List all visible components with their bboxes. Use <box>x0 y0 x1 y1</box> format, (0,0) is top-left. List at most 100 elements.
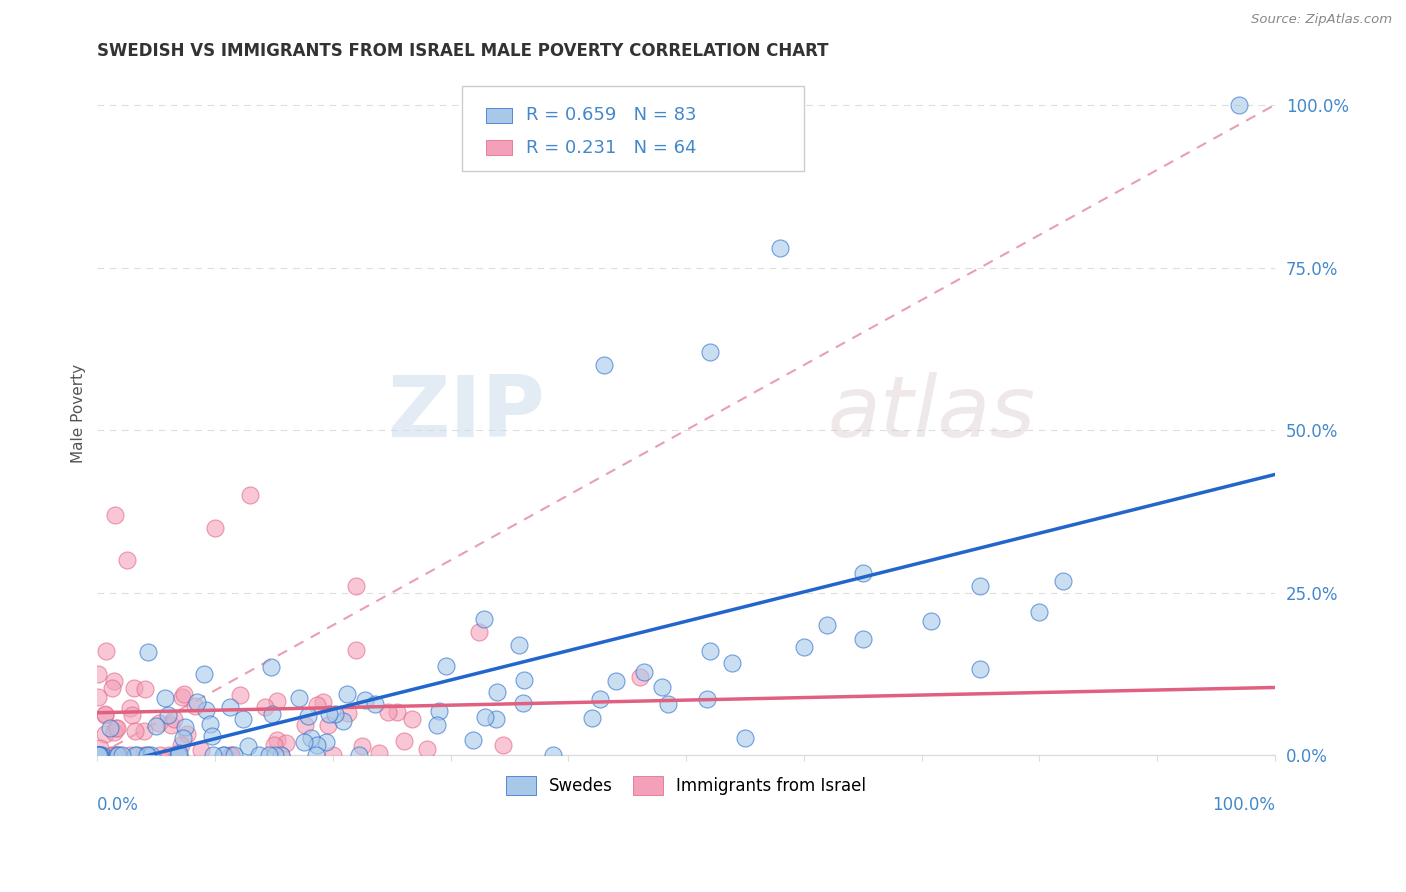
Point <box>124 723 146 738</box>
Point <box>136 748 159 763</box>
Point <box>103 748 125 763</box>
Point <box>173 687 195 701</box>
Bar <box>486 108 512 123</box>
Legend: Swedes, Immigrants from Israel: Swedes, Immigrants from Israel <box>499 769 873 802</box>
Text: atlas: atlas <box>827 372 1035 456</box>
Point <box>121 708 143 723</box>
Point <box>288 691 311 706</box>
Point <box>212 748 235 763</box>
Point <box>86 748 108 763</box>
Point <box>172 690 194 704</box>
Point <box>305 698 328 713</box>
Point <box>108 748 131 763</box>
Point <box>194 703 217 717</box>
Point <box>87 748 110 763</box>
Point <box>89 748 111 763</box>
Point <box>605 673 627 688</box>
Text: 0.0%: 0.0% <box>97 797 139 814</box>
Point <box>163 712 186 726</box>
Point <box>87 748 110 763</box>
Point <box>125 748 148 763</box>
Point <box>416 742 439 756</box>
Point <box>312 695 335 709</box>
Point <box>124 748 146 763</box>
Point <box>472 611 495 625</box>
Point <box>401 712 423 726</box>
Point <box>90 748 112 763</box>
Point <box>769 241 792 255</box>
Point <box>427 705 450 719</box>
Point <box>221 748 243 763</box>
Point <box>169 748 191 763</box>
Point <box>347 748 370 763</box>
Point <box>426 717 449 731</box>
Point <box>266 694 288 708</box>
Point <box>297 709 319 723</box>
Text: 100.0%: 100.0% <box>1212 797 1275 814</box>
Point <box>318 706 340 721</box>
Point <box>353 693 375 707</box>
Point <box>474 710 496 724</box>
Point <box>219 700 242 714</box>
Point <box>190 743 212 757</box>
Point <box>793 640 815 654</box>
Point <box>492 738 515 752</box>
Point <box>292 735 315 749</box>
Point <box>259 748 281 763</box>
Point <box>212 748 235 763</box>
Point <box>132 723 155 738</box>
Text: R = 0.231   N = 64: R = 0.231 N = 64 <box>526 138 696 157</box>
Point <box>316 717 339 731</box>
Point <box>270 748 292 763</box>
Point <box>263 739 285 753</box>
Point <box>87 690 110 705</box>
Point <box>592 358 614 372</box>
Point <box>94 706 117 721</box>
Point <box>484 712 506 726</box>
Point <box>581 711 603 725</box>
Point <box>1028 605 1050 619</box>
Point <box>201 730 224 744</box>
Point <box>105 748 128 763</box>
Point <box>969 579 991 593</box>
Point <box>176 727 198 741</box>
Point <box>224 748 246 763</box>
Point <box>157 707 180 722</box>
Point <box>468 625 491 640</box>
Point <box>485 685 508 699</box>
Point <box>344 643 367 657</box>
Point <box>513 673 536 687</box>
Point <box>157 748 180 763</box>
Point <box>512 696 534 710</box>
Point <box>266 733 288 747</box>
Point <box>699 644 721 658</box>
Point <box>87 748 110 763</box>
Point <box>589 692 612 706</box>
Point <box>94 708 117 723</box>
Point <box>98 721 121 735</box>
Point <box>167 746 190 760</box>
Point <box>170 738 193 752</box>
Point <box>204 521 226 535</box>
Point <box>138 644 160 658</box>
Point <box>434 659 457 673</box>
Point <box>115 553 138 567</box>
Point <box>89 748 111 763</box>
Point <box>132 748 155 763</box>
Point <box>262 707 284 722</box>
Point <box>163 748 186 763</box>
Point <box>193 667 215 681</box>
Point <box>219 748 242 763</box>
Point <box>815 618 838 632</box>
Point <box>148 716 170 731</box>
Point <box>696 691 718 706</box>
Point <box>107 748 129 763</box>
Point <box>363 697 385 711</box>
Point <box>368 747 391 761</box>
Point <box>377 705 399 719</box>
Point <box>153 690 176 705</box>
Point <box>174 720 197 734</box>
Point <box>651 680 673 694</box>
Point <box>229 688 252 702</box>
Point <box>392 733 415 747</box>
